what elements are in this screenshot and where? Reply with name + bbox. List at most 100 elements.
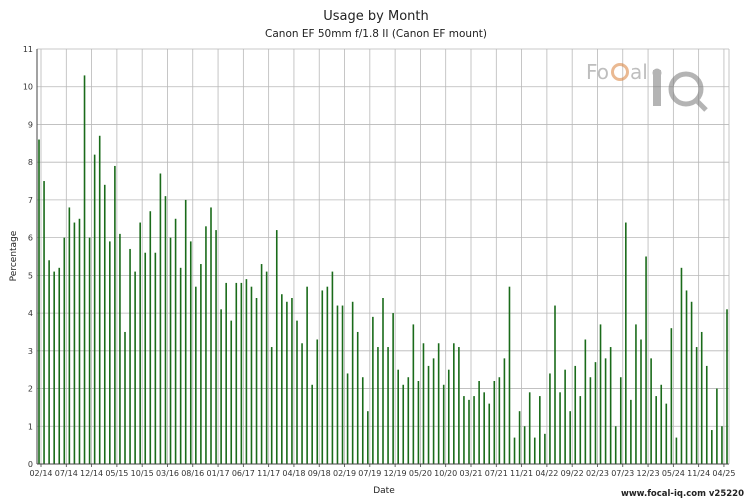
y-tick-labels: 0 1 2 3 4 5 6 7 8 9 10 11 — [23, 45, 33, 469]
x-tick-label: 06/17 — [232, 469, 255, 478]
bar — [346, 373, 349, 464]
bar — [594, 362, 597, 464]
x-tick-label: 10/15 — [131, 469, 154, 478]
bar — [549, 373, 551, 464]
bar — [291, 298, 293, 464]
y-tick-label: 1 — [28, 422, 33, 431]
x-tick-label: 04/22 — [535, 469, 558, 478]
bar — [453, 343, 455, 464]
bar — [463, 396, 465, 464]
x-tick-label: 10/20 — [434, 469, 457, 478]
bar — [367, 411, 369, 464]
bar — [488, 403, 491, 464]
bar — [650, 358, 652, 464]
bar — [680, 267, 683, 464]
x-tick-labels: 02/14 07/14 12/14 05/15 10/15 03/16 08/16 01/17… — [29, 469, 735, 478]
bar — [554, 305, 556, 464]
bar — [275, 230, 278, 464]
bar — [397, 369, 399, 464]
x-tick-label: 02/23 — [586, 469, 609, 478]
x-tick-label: 05/20 — [409, 469, 432, 478]
bar — [341, 305, 344, 464]
bar — [589, 377, 592, 464]
bar — [518, 411, 521, 464]
bar — [93, 154, 96, 465]
y-tick-label: 9 — [28, 120, 33, 129]
bar — [372, 316, 374, 464]
x-tick-label: 11/24 — [687, 469, 710, 478]
bar — [458, 347, 460, 464]
bar — [189, 241, 192, 464]
x-tick-label: 12/14 — [80, 469, 103, 478]
bar — [316, 339, 319, 464]
bar — [609, 347, 612, 464]
y-tick-label: 4 — [28, 309, 33, 318]
bar — [665, 403, 668, 464]
bar — [215, 230, 217, 464]
y-tick-label: 6 — [28, 234, 33, 243]
bar — [513, 437, 516, 464]
bar — [630, 399, 632, 464]
x-tick-label: 01/17 — [207, 469, 230, 478]
bar — [210, 207, 212, 465]
bar — [604, 358, 607, 464]
bar — [417, 381, 420, 464]
bar — [58, 267, 61, 464]
bar — [195, 286, 197, 464]
x-tick-label: 04/25 — [712, 469, 735, 478]
bar — [301, 343, 303, 464]
bar — [670, 328, 673, 464]
bar — [240, 282, 243, 464]
bar — [245, 279, 248, 464]
x-tick-label: 04/18 — [282, 469, 305, 478]
svg-text:Fo: Fo — [586, 60, 609, 84]
bar — [63, 237, 66, 464]
bar — [205, 226, 207, 464]
bar — [716, 388, 718, 464]
x-tick-label: 09/18 — [308, 469, 331, 478]
bar — [43, 181, 45, 464]
bars — [38, 75, 728, 465]
bar — [528, 392, 531, 464]
bar — [179, 267, 182, 464]
bar — [250, 286, 253, 464]
bar — [387, 347, 389, 464]
bar — [402, 384, 405, 464]
bar — [200, 264, 202, 464]
bar — [103, 184, 106, 464]
x-tick-label: 02/14 — [29, 469, 52, 478]
bar — [660, 384, 663, 464]
chart-subtitle: Canon EF 50mm f/1.8 II (Canon EF mount) — [265, 28, 487, 40]
bar — [508, 286, 511, 464]
y-tick-label: 0 — [28, 460, 33, 469]
x-tick-label: 03/16 — [156, 469, 179, 478]
x-tick-label: 03/21 — [459, 469, 482, 478]
bar — [286, 301, 288, 464]
axes — [36, 49, 730, 467]
bar — [377, 347, 379, 464]
bar — [695, 347, 698, 464]
bar — [281, 294, 283, 464]
y-tick-label: 11 — [23, 45, 33, 54]
bar — [523, 426, 526, 464]
bar — [68, 207, 71, 465]
bar — [154, 252, 157, 464]
bar — [159, 173, 162, 464]
bar — [483, 392, 485, 464]
bar — [361, 377, 364, 464]
y-tick-label: 5 — [28, 271, 33, 280]
bar — [574, 365, 577, 464]
bar — [422, 343, 425, 464]
bar — [134, 271, 136, 464]
bar — [564, 369, 566, 464]
bar — [169, 237, 172, 464]
bar — [326, 286, 329, 464]
bar — [144, 252, 147, 464]
bar — [721, 426, 723, 464]
bar — [493, 381, 496, 464]
bar — [498, 377, 501, 464]
bar — [164, 196, 167, 465]
bar — [331, 271, 334, 464]
bar — [711, 430, 713, 464]
y-tick-label: 10 — [23, 83, 33, 92]
